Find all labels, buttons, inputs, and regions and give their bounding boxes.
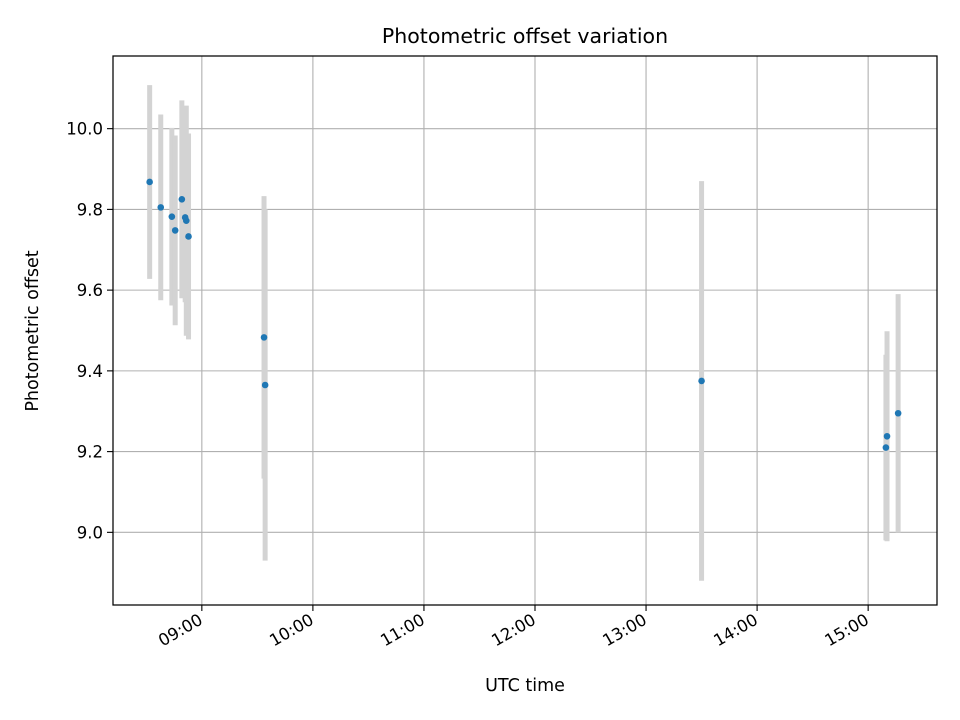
data-points <box>146 178 902 451</box>
data-point <box>178 196 186 203</box>
data-point <box>698 377 705 385</box>
grid <box>113 56 937 605</box>
y-axis-label: Photometric offset <box>23 250 43 411</box>
data-point <box>157 204 165 211</box>
chart-title: Photometric offset variation <box>382 24 668 48</box>
y-axis-ticks: 9.0 9.2 9.4 9.6 9.8 10.0 <box>66 120 113 542</box>
y-tick-label: 9.2 <box>77 443 103 462</box>
y-tick-label: 9.6 <box>77 281 103 300</box>
data-point <box>146 178 153 186</box>
data-point <box>185 233 192 240</box>
data-point <box>171 227 179 234</box>
data-point <box>168 213 176 220</box>
data-point <box>260 334 268 341</box>
x-axis-label: UTC time <box>485 676 565 696</box>
y-tick-label: 9.0 <box>77 523 103 542</box>
data-point <box>182 217 190 224</box>
y-tick-label: 9.8 <box>77 200 103 219</box>
y-tick-label: 9.4 <box>77 362 103 381</box>
data-point <box>261 381 269 389</box>
data-point <box>894 409 902 417</box>
y-tick-label: 10.0 <box>66 120 103 139</box>
data-point <box>882 444 890 451</box>
data-point <box>883 432 891 440</box>
axes-frame <box>112 55 938 606</box>
